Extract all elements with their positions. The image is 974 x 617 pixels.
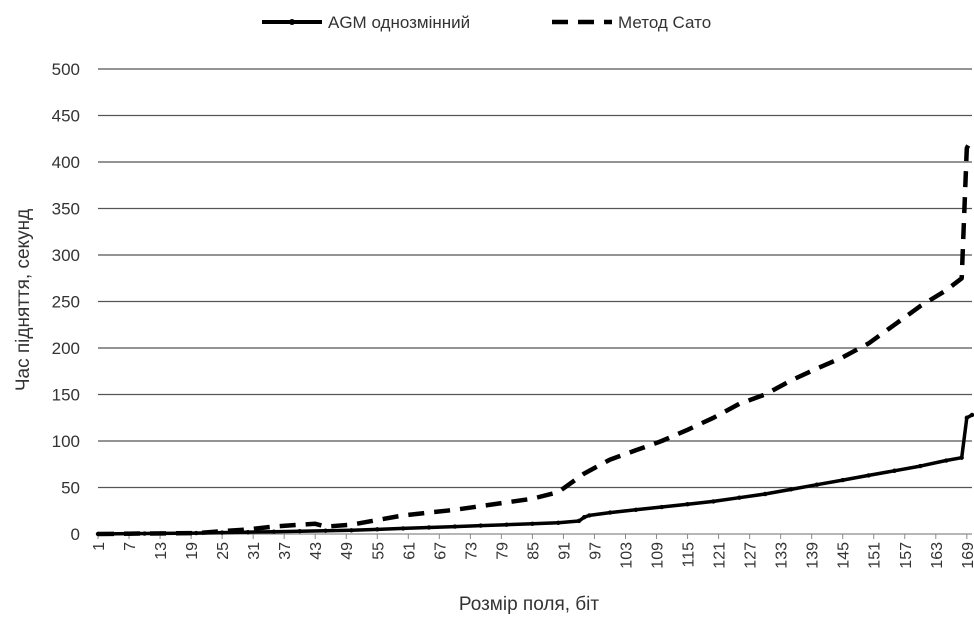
data-point-agm (142, 531, 147, 536)
x-tick-label: 139 (805, 542, 822, 569)
data-point-agm (659, 504, 664, 510)
data-point-agm (400, 526, 406, 531)
x-tick-label: 169 (960, 542, 974, 569)
y-tick-label: 50 (61, 479, 80, 498)
series-line-sato (97, 137, 974, 537)
x-tick-label: 97 (587, 542, 604, 560)
data-point-agm (737, 495, 742, 500)
series-line-agm (97, 413, 973, 536)
data-point-agm (576, 518, 582, 524)
data-point-agm (964, 415, 970, 420)
data-point-agm (788, 487, 794, 492)
y-tick-label: 350 (52, 200, 80, 219)
data-point-agm (219, 530, 225, 535)
y-tick-label: 0 (71, 525, 80, 544)
x-tick-label: 31 (246, 542, 263, 560)
gridlines (98, 68, 972, 535)
y-tick-label: 100 (52, 432, 80, 451)
data-point-agm (918, 463, 923, 469)
data-point-agm (685, 502, 690, 507)
x-tick-label: 115 (681, 542, 698, 568)
legend-label-sato: Метод Сато (618, 13, 711, 32)
x-tick-label: 109 (650, 542, 667, 569)
data-point-agm (452, 524, 458, 529)
data-point-agm (840, 477, 845, 483)
data-point-agm (504, 522, 509, 527)
x-tick-label: 157 (898, 542, 915, 569)
y-tick-label: 250 (52, 293, 80, 312)
x-tick-label: 145 (836, 542, 853, 569)
x-tick-label: 7 (122, 542, 139, 551)
legend-marker-agm (289, 19, 295, 25)
y-tick-label: 450 (52, 107, 80, 126)
data-point-agm (478, 523, 483, 528)
x-tick-label: 79 (494, 542, 511, 560)
data-point-agm (349, 528, 354, 533)
series-lines (95, 137, 974, 537)
data-point-agm (297, 529, 302, 534)
legend-label-agm: AGM однозмінний (328, 13, 470, 32)
data-point-agm (245, 529, 251, 535)
x-tick-label: 55 (370, 542, 387, 560)
x-tick-label: 25 (215, 542, 232, 560)
data-point-agm (556, 520, 561, 526)
x-tick-label: 85 (525, 542, 542, 560)
x-tick-label: 133 (774, 542, 791, 569)
x-tick-label: 1 (91, 542, 108, 551)
data-point-agm (581, 515, 587, 520)
data-point-agm (866, 473, 871, 478)
x-tick-label: 151 (867, 542, 884, 569)
x-tick-label: 61 (401, 542, 418, 560)
y-tick-label: 500 (52, 60, 80, 79)
y-tick-label: 200 (52, 339, 80, 358)
data-point-agm (633, 507, 639, 513)
data-point-agm (323, 528, 328, 533)
x-tick-label: 127 (743, 542, 760, 569)
x-tick-label: 121 (712, 542, 729, 569)
y-tick-label: 400 (52, 153, 80, 172)
data-point-agm (375, 527, 380, 532)
x-tick-label: 73 (463, 542, 480, 560)
data-point-agm (959, 455, 964, 460)
y-tick-label: 300 (52, 246, 80, 265)
x-tick-label: 91 (556, 542, 573, 560)
data-point-agm (194, 530, 199, 536)
data-point-agm (587, 513, 592, 518)
y-axis-ticks: 0 50 100 150 200 250 300 350 400 450 500 (52, 60, 80, 544)
data-point-agm (969, 412, 974, 418)
data-point-agm (711, 499, 716, 504)
x-tick-label: 19 (184, 542, 201, 560)
legend: AGM однозмінний Метод Сато (262, 13, 711, 32)
y-tick-label: 150 (52, 386, 80, 405)
x-tick-label: 13 (153, 542, 170, 560)
data-point-agm (814, 482, 820, 487)
data-point-agm (271, 529, 277, 534)
x-axis-title: Розмір поля, біт (459, 594, 600, 615)
x-axis-ticks: 1 7 13 19 25 31 37 43 49 55 61 67 73 79 85 91 97 103 109 11… (91, 534, 974, 569)
x-tick-label: 43 (308, 542, 325, 560)
x-tick-label: 49 (339, 542, 356, 560)
data-point-agm (892, 468, 897, 473)
y-axis-title: Час підняття, секунд (13, 209, 34, 391)
data-point-agm (943, 458, 949, 463)
data-point-agm (762, 491, 768, 497)
x-tick-label: 67 (432, 542, 449, 560)
x-tick-label: 163 (929, 542, 946, 569)
data-point-agm (426, 525, 432, 530)
data-point-agm (607, 510, 613, 515)
data-point-agm (530, 521, 535, 526)
x-tick-label: 103 (619, 542, 636, 569)
legend-item-sato: Метод Сато (552, 13, 711, 32)
x-tick-label: 37 (277, 542, 294, 560)
legend-item-agm: AGM однозмінний (262, 13, 470, 32)
